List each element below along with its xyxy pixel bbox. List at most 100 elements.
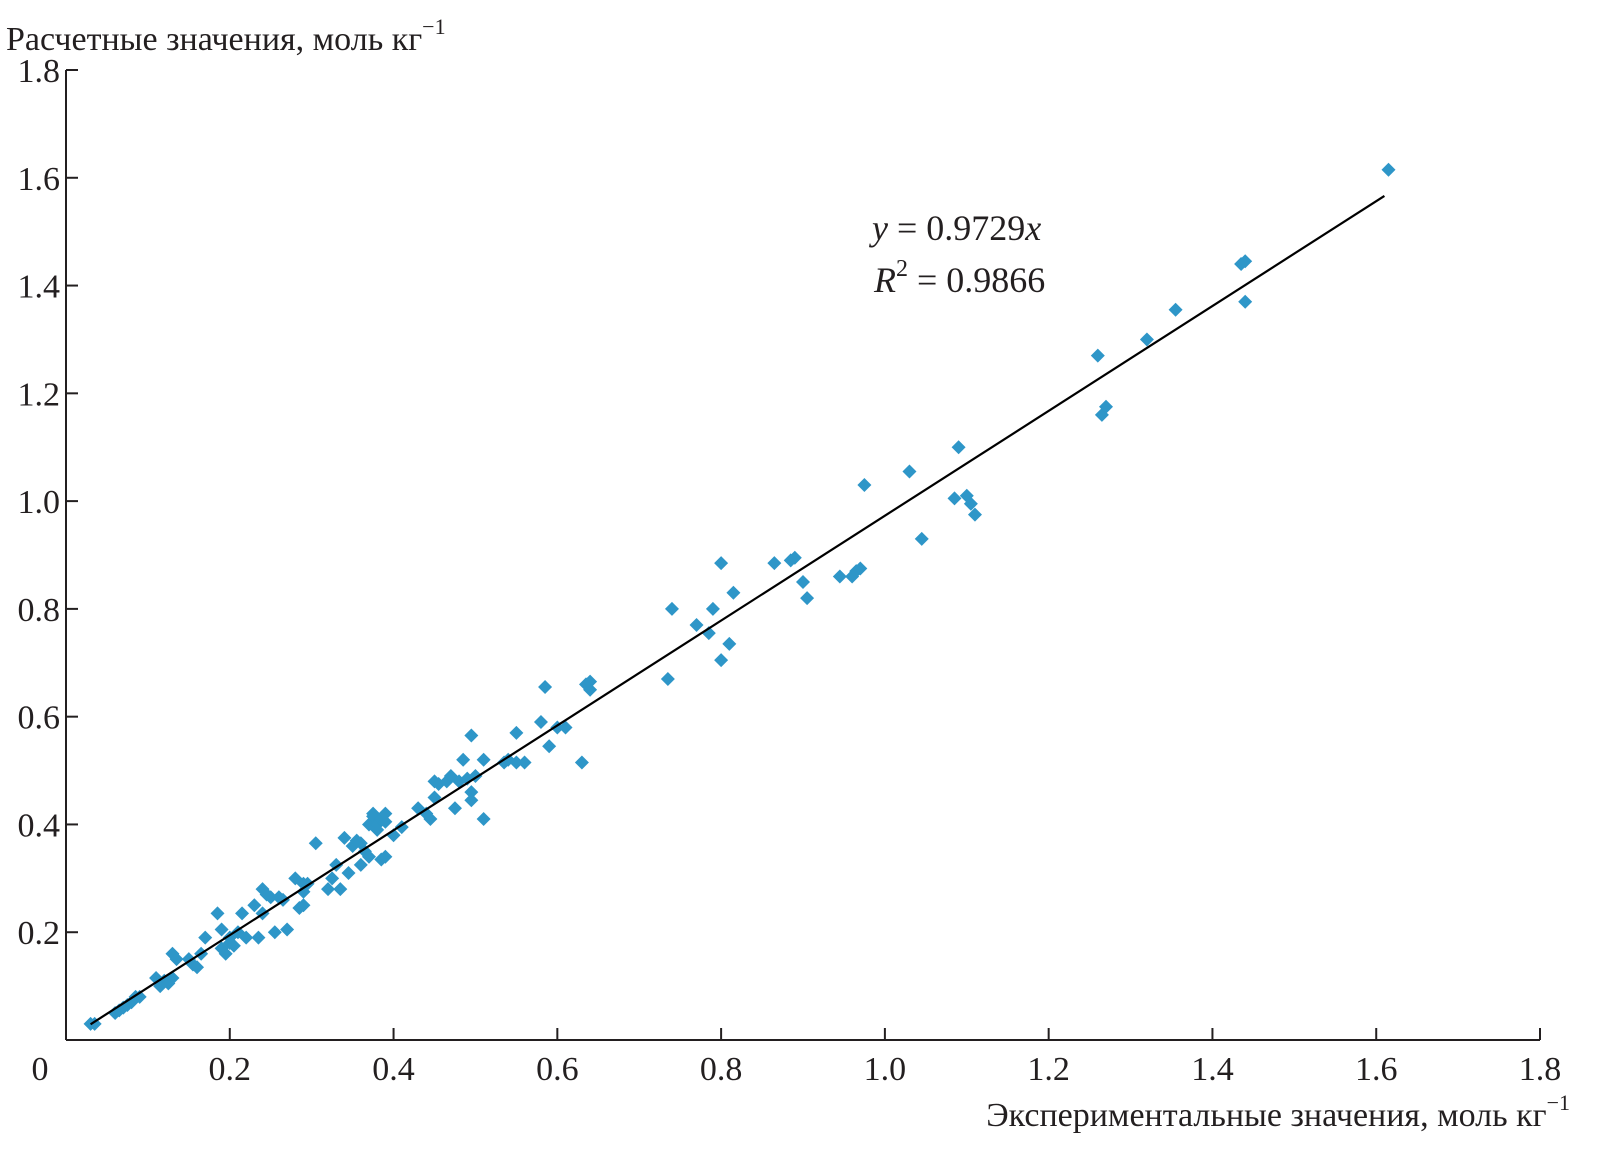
data-point [714, 556, 729, 571]
x-tick-label-1: 0.4 [372, 1051, 415, 1088]
y-tick-label-4: 1.0 [18, 484, 61, 521]
y-tick-label-3: 0.8 [18, 592, 61, 629]
data-point [456, 752, 471, 767]
data-point [857, 477, 872, 492]
data-point [464, 728, 479, 743]
y-tick-label-5: 1.2 [18, 376, 61, 413]
data-point [476, 752, 491, 767]
r-squared-label: R2 = 0.9866 [873, 256, 1045, 300]
x-tick-label-2: 0.6 [536, 1051, 579, 1088]
data-point [832, 569, 847, 584]
equation-x-var: x [1024, 208, 1041, 248]
equation-slope: = 0.9729 [888, 208, 1025, 248]
y-tick-label-1: 0.4 [18, 807, 61, 844]
data-point [464, 785, 479, 800]
data-point [947, 491, 962, 506]
data-point [210, 906, 225, 921]
x-tick-label-5: 1.2 [1027, 1051, 1070, 1088]
data-point [660, 671, 675, 686]
ticks: 0.2 0.4 0.6 0.8 1.0 1.2 1.4 1.6 1.8 0.2 0.4 0.6 0.8 1… [18, 53, 1562, 1088]
data-point [517, 755, 532, 770]
y-axis-label-superscript: −1 [422, 14, 445, 39]
data-point [664, 601, 679, 616]
data-point [263, 890, 278, 905]
data-point [476, 812, 491, 827]
trendline-equation: y = 0.9729x [869, 208, 1041, 248]
data-point [353, 857, 368, 872]
data-point [951, 440, 966, 455]
data-point [337, 830, 352, 845]
data-point [574, 755, 589, 770]
data-point [333, 882, 348, 897]
data-point [787, 550, 802, 565]
data-point [705, 601, 720, 616]
data-point [198, 930, 213, 945]
data-point [280, 922, 295, 937]
data-point [235, 906, 250, 921]
axes [65, 70, 1540, 1041]
data-point [767, 556, 782, 571]
data-point [967, 507, 982, 522]
data-point [853, 561, 868, 576]
x-axis-label: Экспериментальные значения, моль кг−1 [986, 1090, 1570, 1134]
data-point [1238, 254, 1253, 269]
data-point [132, 989, 147, 1004]
x-tick-label-6: 1.4 [1191, 1051, 1234, 1088]
y-tick-label-7: 1.6 [18, 161, 61, 198]
y-axis-label: Расчетные значения, моль кг−1 [6, 14, 446, 58]
data-point [583, 682, 598, 697]
trendline [89, 194, 1386, 1026]
data-point [361, 849, 376, 864]
data-point [190, 960, 205, 975]
data-point [726, 585, 741, 600]
data-point [247, 898, 262, 913]
data-point [169, 952, 184, 967]
y-tick-label-8: 1.8 [18, 53, 61, 90]
r2-var: R [873, 260, 896, 300]
data-point [1098, 399, 1113, 414]
data-point [464, 793, 479, 808]
data-point [378, 849, 393, 864]
data-point [251, 930, 266, 945]
data-point [325, 871, 340, 886]
y-axis-label-text: Расчетные значения, моль кг [6, 21, 422, 58]
data-point [427, 790, 442, 805]
data-point [378, 814, 393, 829]
r2-superscript: 2 [896, 256, 908, 282]
data-point [533, 715, 548, 730]
data-point [1139, 332, 1154, 347]
x-tick-label-4: 1.0 [864, 1051, 907, 1088]
r2-value: = 0.9866 [908, 260, 1045, 300]
x-tick-label-7: 1.6 [1355, 1051, 1398, 1088]
data-point [267, 925, 282, 940]
data-point [447, 801, 462, 816]
data-point [509, 725, 524, 740]
data-point [722, 636, 737, 651]
data-point [689, 618, 704, 633]
y-tick-label-2: 0.6 [18, 700, 61, 737]
data-point [423, 812, 438, 827]
data-point [800, 591, 815, 606]
y-tick-label-6: 1.4 [18, 269, 61, 306]
origin-label: 0 [32, 1051, 49, 1088]
data-point [341, 865, 356, 880]
data-point [1238, 294, 1253, 309]
data-point [214, 922, 229, 937]
data-point [321, 882, 336, 897]
x-tick-label-3: 0.8 [700, 1051, 743, 1088]
equation-y-var: y [869, 208, 888, 248]
data-point [296, 876, 311, 891]
data-point [583, 674, 598, 689]
x-axis-label-superscript: −1 [1547, 1090, 1570, 1115]
data-point [1168, 302, 1183, 317]
y-tick-label-0: 0.2 [18, 915, 61, 952]
data-point [370, 822, 385, 837]
data-point [902, 464, 917, 479]
data-point [796, 574, 810, 589]
data-point [558, 720, 573, 735]
data-point [296, 898, 311, 913]
data-point [963, 496, 978, 511]
data-point [1381, 162, 1396, 177]
